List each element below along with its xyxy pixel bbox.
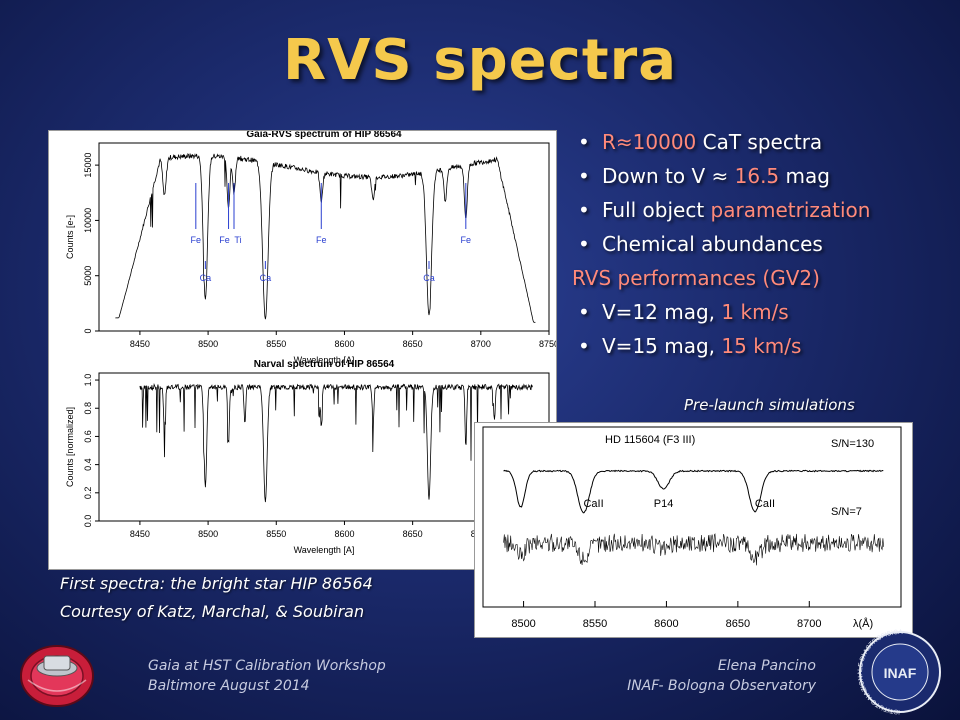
figure-caption: First spectra: the bright star HIP 86564… xyxy=(60,570,373,626)
sim-frame xyxy=(482,426,902,608)
x-tick-label: 8650 xyxy=(403,339,423,349)
element-line-label: Fe xyxy=(316,235,327,245)
sim-low-snr-trace xyxy=(503,533,884,566)
y-axis-label: Counts [normalized] xyxy=(65,407,75,487)
inaf-logo-mark: INAF xyxy=(884,665,917,681)
bullet-performance-v15: • V=15 mag, 15 km/s xyxy=(578,334,802,358)
caption-line-2: Courtesy of Katz, Marchal, & Soubiran xyxy=(60,602,365,621)
sim-x-axis-label: λ(Å) xyxy=(853,617,873,630)
footer-event: Gaia at HST Calibration Workshop Baltimo… xyxy=(148,656,386,696)
sim-x-tick-label: 8550 xyxy=(583,618,607,630)
inaf-logo-icon: ISTITUTO NAZIONALE DI ASTROFISICA INAF xyxy=(857,629,941,715)
x-tick-label: 8550 xyxy=(266,529,286,539)
footer-author-affiliation: INAF- Bologna Observatory xyxy=(627,678,816,694)
bullet-performance-v12: • V=12 mag, 1 km/s xyxy=(578,300,789,324)
slide-title: RVS spectra xyxy=(282,28,678,93)
x-axis-label: Wavelength [A] xyxy=(294,355,355,365)
element-line-label: Ti xyxy=(234,235,241,245)
x-tick-label: 8500 xyxy=(198,529,218,539)
ca-line-label: Ca xyxy=(260,273,272,283)
footer-author-name: Elena Pancino xyxy=(717,658,816,674)
y-tick-label: 10000 xyxy=(83,208,93,233)
key-points: • R≈10000 CaT spectra • Down to V ≈ 16.5 m… xyxy=(572,125,952,363)
plot-title: Gaia-RVS spectrum of HIP 86564 xyxy=(246,131,402,140)
bullet-abundances: • Chemical abundances xyxy=(578,232,823,256)
y-tick-label: 15000 xyxy=(83,153,93,178)
sim-title: HD 115604 (F3 III) xyxy=(605,434,695,446)
y-tick-label: 0 xyxy=(83,328,93,333)
x-tick-label: 8700 xyxy=(471,339,491,349)
simulation-figure: HD 115604 (F3 III) 8500 8550 8600 8650 8700 λ(… xyxy=(482,426,902,630)
x-tick-label: 8750 xyxy=(539,339,556,349)
bullet-magnitude-limit: • Down to V ≈ 16.5 mag xyxy=(578,164,830,188)
plot-frame xyxy=(98,142,550,332)
sim-line-label: P14 xyxy=(654,498,674,510)
bullet-resolution: • R≈10000 CaT spectra xyxy=(578,130,823,154)
simulation-label: Pre-launch simulations xyxy=(684,396,855,414)
element-line-label: Fe xyxy=(461,235,472,245)
footer-author: Elena Pancino INAF- Bologna Observatory xyxy=(560,656,816,696)
x-tick-label: 8550 xyxy=(266,339,286,349)
bullet-parametrization: • Full object parametrization xyxy=(578,198,871,222)
sim-x-tick-label: 8600 xyxy=(654,618,678,630)
x-tick-label: 8600 xyxy=(334,339,354,349)
sim-snr-label: S/N=7 xyxy=(831,506,862,518)
x-axis-label: Wavelength [A] xyxy=(294,545,355,555)
y-axis-label: Counts [e-] xyxy=(65,215,75,259)
element-line-label: Fe xyxy=(219,235,230,245)
sim-line-label: CaII xyxy=(755,498,775,510)
spectrum-series-line xyxy=(139,383,533,503)
sim-x-tick-label: 8650 xyxy=(726,618,750,630)
y-tick-label: 0.8 xyxy=(83,402,93,415)
footer-event-date: Baltimore August 2014 xyxy=(148,678,310,694)
y-tick-label: 0.0 xyxy=(83,515,93,528)
x-tick-label: 8450 xyxy=(130,529,150,539)
performance-heading: RVS performances (GV2) xyxy=(572,266,820,290)
element-line-label: Fe xyxy=(191,235,202,245)
sim-snr-label: S/N=130 xyxy=(831,438,874,450)
gaia-logo-icon xyxy=(20,645,94,707)
y-tick-label: 0.2 xyxy=(83,487,93,500)
y-tick-label: 0.4 xyxy=(83,458,93,471)
simulation-panel: HD 115604 (F3 III) 8500 8550 8600 8650 8700 λ(… xyxy=(474,422,913,638)
footer-event-name: Gaia at HST Calibration Workshop xyxy=(148,658,386,674)
sim-x-tick-label: 8500 xyxy=(511,618,535,630)
x-tick-label: 8650 xyxy=(403,529,423,539)
sim-line-label: CaII xyxy=(583,498,603,510)
x-tick-label: 8500 xyxy=(198,339,218,349)
ca-line-label: Ca xyxy=(200,273,212,283)
y-tick-label: 5000 xyxy=(83,266,93,286)
x-tick-label: 8450 xyxy=(130,339,150,349)
y-tick-label: 1.0 xyxy=(83,374,93,387)
caption-line-1: First spectra: the bright star HIP 86564 xyxy=(60,574,373,593)
ca-line-label: Ca xyxy=(423,273,435,283)
hip86564-spectra-figure: Gaia-RVS spectrum of HIP 86564 8450 8500 85… xyxy=(65,129,559,555)
plot-title: Narval spectrum of HIP 86564 xyxy=(254,359,395,370)
x-tick-label: 8600 xyxy=(334,529,354,539)
hip86564-spectra-panel: Gaia-RVS spectrum of HIP 86564 8450 8500 85… xyxy=(48,129,559,570)
sim-x-tick-label: 8700 xyxy=(797,618,821,630)
y-tick-label: 0.6 xyxy=(83,430,93,443)
sim-high-snr-trace xyxy=(503,469,884,514)
